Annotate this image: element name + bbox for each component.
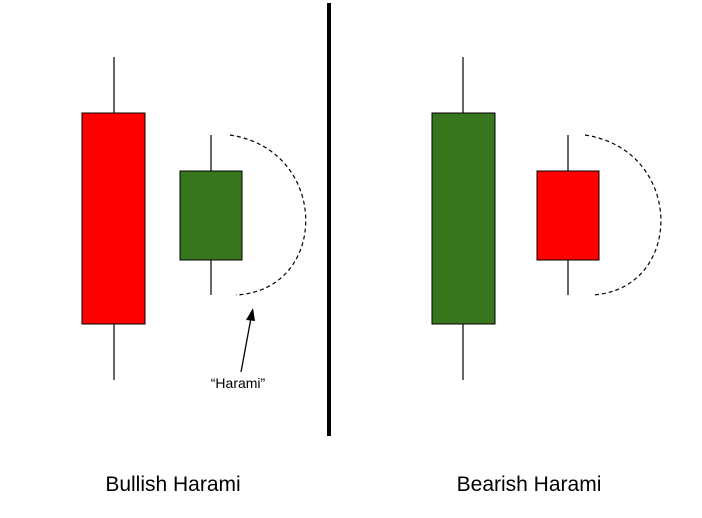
bearish-harami-pattern: Bearish Harami bbox=[431, 57, 662, 496]
bearish-harami-label: Bearish Harami bbox=[457, 473, 602, 496]
annotation-arrow-shaft bbox=[240, 317, 252, 373]
small-bullish-candle-body bbox=[179, 170, 243, 261]
annotation-arrow-head bbox=[246, 308, 255, 321]
harami-annotation: “Harami” bbox=[211, 375, 266, 391]
bullish-harami-pattern: “Harami” Bullish Harami bbox=[81, 57, 307, 496]
harami-dashed-arc bbox=[584, 134, 662, 296]
harami-dashed-arc bbox=[229, 134, 307, 296]
large-bearish-candle-body bbox=[81, 112, 146, 325]
small-bearish-candle-body bbox=[536, 170, 600, 261]
large-bullish-candle-body bbox=[431, 112, 496, 325]
bullish-harami-label: Bullish Harami bbox=[105, 473, 240, 496]
